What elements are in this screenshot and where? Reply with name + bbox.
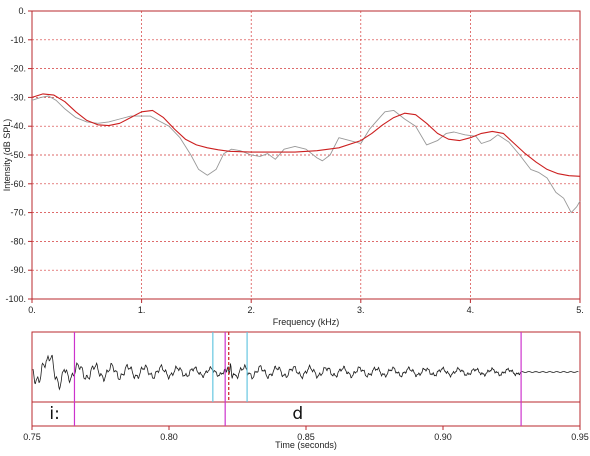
spectrum-grid — [32, 11, 580, 299]
spectrum-x-tick-label: 0. — [28, 305, 36, 315]
waveform-trace — [32, 354, 579, 391]
segment-tier-frame — [31, 401, 581, 427]
spectrum-x-tick-label: 2. — [247, 305, 255, 315]
spectrum-x-ticks: 0. 1. 2. 3. 4. 5. — [28, 299, 584, 315]
spectrum-x-tick-label: 1. — [138, 305, 146, 315]
time-tick-label: 0.85 — [297, 432, 315, 442]
time-tick-label: 0.75 — [23, 432, 41, 442]
spectrum-y-tick-label: -40. — [10, 121, 26, 131]
spectrum-y-tick-label: -60. — [10, 179, 26, 189]
waveform-frame — [31, 331, 581, 403]
spectrum-y-tick-label: -90. — [10, 265, 26, 275]
time-tick-label: 0.90 — [434, 432, 452, 442]
time-axis-label: Time (seconds) — [275, 440, 337, 450]
spectrum-x-tick-label: 4. — [467, 305, 475, 315]
spectrum-y-ticks: 0. -10. -20. -30. -40. -50. -60. -70. -80. -90. -1… — [5, 6, 32, 304]
spectrum-raw-line — [31, 95, 581, 214]
time-tick-label: 0.80 — [160, 432, 178, 442]
spectrum-series — [31, 93, 581, 214]
waveform-panel: i: d 0.75 0.80 0.85 0.90 0.95 Time (seconds) — [23, 331, 589, 450]
spectrum-panel: 0. -10. -20. -30. -40. -50. -60. -70. -80. -90. -1… — [2, 6, 584, 327]
spectrum-y-tick-label: -30. — [10, 92, 26, 102]
spectrum-y-tick-label: -100. — [5, 294, 26, 304]
waveform-markers — [73, 332, 522, 426]
spectrum-y-axis-label: Intensity (dB SPL) — [2, 119, 12, 192]
spectrum-x-tick-label: 5. — [576, 305, 584, 315]
spectrum-y-tick-label: -70. — [10, 208, 26, 218]
time-axis-ticks: 0.75 0.80 0.85 0.90 0.95 — [23, 426, 589, 442]
segment-label: d — [292, 404, 303, 424]
segment-label: i: — [49, 404, 59, 424]
spectrum-y-tick-label: -20. — [10, 64, 26, 74]
time-tick-label: 0.95 — [571, 432, 589, 442]
spectrum-x-axis-label: Frequency (kHz) — [273, 317, 340, 327]
spectrum-y-tick-label: -80. — [10, 236, 26, 246]
spectrum-x-tick-label: 3. — [357, 305, 365, 315]
spectrum-y-tick-label: 0. — [18, 6, 26, 16]
spectrum-smoothed-line — [31, 93, 581, 177]
spectrum-y-tick-label: -10. — [10, 35, 26, 45]
segment-labels: i: d — [49, 404, 303, 424]
spectrum-y-tick-label: -50. — [10, 150, 26, 160]
